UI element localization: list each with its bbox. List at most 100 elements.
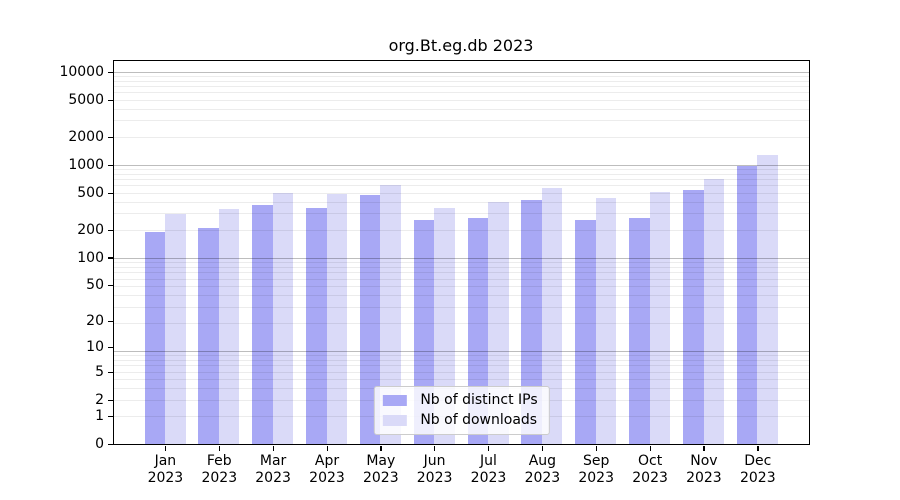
chart-title: org.Bt.eg.db 2023 <box>388 36 534 55</box>
bar-apr-downloads <box>326 193 348 444</box>
x-tick-label-feb: Feb 2023 <box>187 453 251 487</box>
y-tick <box>108 136 113 138</box>
month-label: Apr <box>314 452 340 469</box>
y-tick <box>108 257 113 259</box>
year-label: 2023 <box>416 469 453 486</box>
x-tick <box>649 445 651 451</box>
legend-swatch-distinct-ips <box>382 395 407 406</box>
legend-item-downloads: Nb of downloads <box>382 412 537 429</box>
year-label: 2023 <box>632 469 668 486</box>
x-tick <box>326 445 328 451</box>
legend: Nb of distinct IPs Nb of downloads <box>373 386 550 435</box>
plot-area: Nb of distinct IPs Nb of downloads <box>113 60 810 445</box>
year-label: 2023 <box>686 469 722 486</box>
year-label: 2023 <box>739 469 776 486</box>
y-tick-label: 10000 <box>59 64 104 80</box>
month-label: Jan <box>154 452 177 469</box>
year-label: 2023 <box>147 469 184 486</box>
year-label: 2023 <box>255 469 291 486</box>
y-tick-label: 500 <box>77 185 104 202</box>
x-tick-label-aug: Aug 2023 <box>510 453 574 487</box>
y-tick <box>108 320 113 323</box>
x-tick-label-mar: Mar 2023 <box>241 453 305 487</box>
y-tick <box>108 371 113 373</box>
y-tick-label: 1 <box>95 408 104 425</box>
legend-item-distinct-ips: Nb of distinct IPs <box>382 392 538 409</box>
x-tick-label-dec: Dec 2023 <box>726 453 790 487</box>
y-tick-label: 5 <box>95 364 104 380</box>
y-tick-label: 100 <box>77 249 104 266</box>
y-tick-label: 5000 <box>68 92 104 108</box>
x-tick <box>541 445 544 451</box>
y-tick-label: 200 <box>77 222 104 238</box>
year-label: 2023 <box>309 469 345 486</box>
y-tick <box>108 164 113 166</box>
y-tick-label: 50 <box>86 277 104 294</box>
x-tick-label-apr: Apr 2023 <box>295 453 359 487</box>
y-tick <box>108 99 113 101</box>
y-tick <box>108 415 113 418</box>
x-tick <box>218 445 221 451</box>
bar-mar-downloads <box>272 192 294 444</box>
bar-nov-distinct-ips <box>683 190 704 444</box>
bar-may-downloads <box>380 184 401 444</box>
bar-jun-downloads <box>434 208 455 444</box>
month-label: Mar <box>259 452 287 469</box>
year-label: 2023 <box>201 469 238 486</box>
year-label: 2023 <box>524 469 561 486</box>
y-tick-label: 2000 <box>68 129 104 146</box>
y-tick-label: 20 <box>86 313 104 330</box>
bar-aug-downloads <box>541 187 563 444</box>
year-label: 2023 <box>578 469 614 486</box>
month-label: Dec <box>744 452 772 469</box>
x-tick-label-jan: Jan 2023 <box>133 453 197 487</box>
x-tick <box>488 445 490 451</box>
month-label: Feb <box>206 452 232 469</box>
y-tick <box>108 284 113 287</box>
x-tick <box>595 445 597 451</box>
bar-mar-distinct-ips <box>252 205 273 444</box>
bar-may-distinct-ips <box>359 194 381 444</box>
bar-jan-distinct-ips <box>144 231 165 444</box>
y-tick-label: 0 <box>95 436 104 453</box>
month-label: Nov <box>690 452 718 469</box>
month-label: May <box>366 452 396 469</box>
bar-jul-downloads <box>488 202 509 444</box>
bar-feb-distinct-ips <box>198 227 219 444</box>
y-tick <box>108 229 113 231</box>
x-tick-label-may: May 2023 <box>349 453 413 487</box>
x-tick <box>703 445 705 451</box>
y-tick <box>108 192 113 194</box>
y-tick <box>108 399 113 401</box>
x-tick-label-jun: Jun 2023 <box>403 453 467 487</box>
year-label: 2023 <box>362 469 399 486</box>
x-tick-label-nov: Nov 2023 <box>672 453 736 487</box>
month-label: Aug <box>528 452 557 469</box>
x-tick <box>434 445 436 451</box>
y-tick-label: 10 <box>86 339 104 356</box>
bar-sep-distinct-ips <box>575 219 596 444</box>
month-label: Oct <box>637 452 663 469</box>
y-tick-label: 2 <box>95 392 104 408</box>
legend-swatch-downloads <box>382 415 407 426</box>
y-tick-label: 1000 <box>68 157 104 174</box>
x-tick <box>272 445 274 451</box>
bar-feb-downloads <box>218 209 240 444</box>
bar-dec-downloads <box>757 155 778 444</box>
bar-aug-distinct-ips <box>521 199 542 444</box>
year-label: 2023 <box>470 469 507 486</box>
bar-oct-distinct-ips <box>629 217 650 444</box>
x-tick-label-sep: Sep 2023 <box>564 453 628 487</box>
y-tick <box>108 443 113 446</box>
bar-oct-downloads <box>649 192 671 444</box>
bar-jan-downloads <box>165 213 186 444</box>
y-tick <box>108 346 113 349</box>
month-label: Jun <box>423 452 446 469</box>
month-label: Sep <box>582 452 610 469</box>
bar-nov-downloads <box>703 179 724 444</box>
x-tick-label-oct: Oct 2023 <box>618 453 682 487</box>
bar-sep-downloads <box>595 197 617 444</box>
x-tick <box>164 445 167 451</box>
x-tick <box>757 445 759 451</box>
